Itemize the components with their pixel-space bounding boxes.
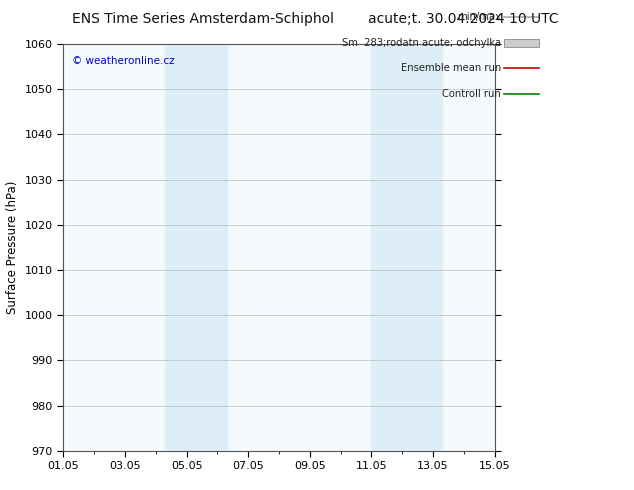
Y-axis label: Surface Pressure (hPa): Surface Pressure (hPa) (6, 181, 19, 314)
Text: © weatheronline.cz: © weatheronline.cz (72, 56, 174, 66)
Bar (372, 44, 442, 451)
Text: Ensemble mean run: Ensemble mean run (401, 63, 501, 73)
Text: Sm  283;rodatn acute; odchylka: Sm 283;rodatn acute; odchylka (342, 38, 501, 48)
Text: Controll run: Controll run (442, 89, 501, 98)
Text: min/max: min/max (457, 12, 501, 22)
Text: ENS Time Series Amsterdam-Schiphol: ENS Time Series Amsterdam-Schiphol (72, 12, 334, 26)
Text: acute;t. 30.04.2024 10 UTC: acute;t. 30.04.2024 10 UTC (368, 12, 558, 26)
Bar (165, 44, 226, 451)
